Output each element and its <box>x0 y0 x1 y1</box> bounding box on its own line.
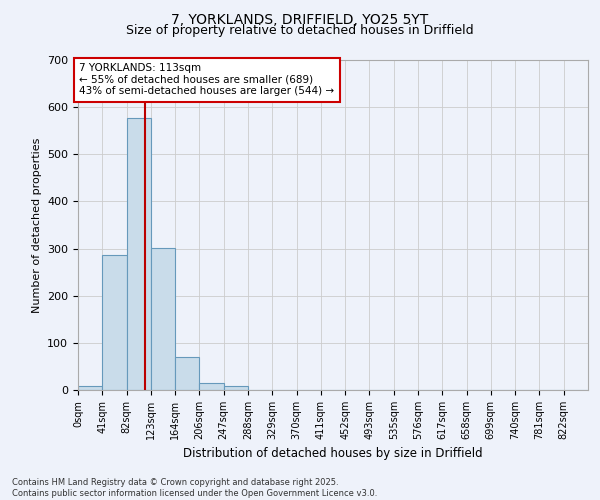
Text: 7 YORKLANDS: 113sqm
← 55% of detached houses are smaller (689)
43% of semi-detac: 7 YORKLANDS: 113sqm ← 55% of detached ho… <box>79 64 334 96</box>
Text: 7, YORKLANDS, DRIFFIELD, YO25 5YT: 7, YORKLANDS, DRIFFIELD, YO25 5YT <box>172 12 428 26</box>
Y-axis label: Number of detached properties: Number of detached properties <box>32 138 41 312</box>
Bar <box>199 383 224 390</box>
Bar <box>78 386 102 390</box>
Bar <box>127 118 151 390</box>
Text: Size of property relative to detached houses in Driffield: Size of property relative to detached ho… <box>126 24 474 37</box>
X-axis label: Distribution of detached houses by size in Driffield: Distribution of detached houses by size … <box>183 448 483 460</box>
Bar <box>151 248 175 390</box>
Bar <box>175 357 199 390</box>
Bar <box>224 386 248 390</box>
Bar <box>102 254 127 390</box>
Text: Contains HM Land Registry data © Crown copyright and database right 2025.
Contai: Contains HM Land Registry data © Crown c… <box>12 478 377 498</box>
